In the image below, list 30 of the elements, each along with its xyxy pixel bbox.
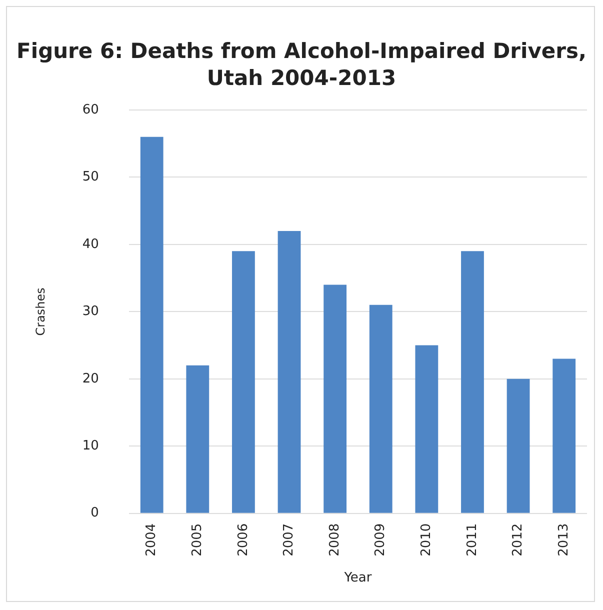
x-tick-label: 2008 bbox=[327, 523, 342, 556]
bar bbox=[552, 358, 576, 513]
x-tick-label: 2012 bbox=[510, 523, 526, 556]
bar bbox=[324, 284, 347, 513]
x-tick-label: 2007 bbox=[282, 523, 297, 556]
x-axis-title: Year bbox=[343, 570, 372, 586]
bar bbox=[506, 378, 530, 513]
bar bbox=[415, 345, 438, 513]
y-tick-label: 0 bbox=[90, 506, 99, 521]
y-tick-label: 60 bbox=[82, 102, 99, 118]
x-tick-label: 2004 bbox=[144, 523, 160, 556]
y-tick-label: 10 bbox=[82, 438, 99, 454]
x-tick-label: 2009 bbox=[373, 523, 388, 556]
chart-title: Figure 6: Deaths from Alcohol-Impaired Drivers, Utah 2004-2013 bbox=[16, 38, 588, 92]
bar bbox=[369, 304, 392, 513]
y-tick-label: 20 bbox=[82, 371, 99, 386]
y-tick-label: 50 bbox=[82, 170, 99, 185]
x-tick-label: 2013 bbox=[556, 523, 572, 556]
y-axis-title: Crashes bbox=[33, 288, 48, 336]
y-tick-label: 40 bbox=[82, 236, 99, 252]
bar bbox=[461, 251, 484, 513]
x-tick-label: 2011 bbox=[464, 523, 480, 556]
bar bbox=[232, 251, 255, 513]
x-tick-label: 2010 bbox=[419, 523, 434, 556]
bar bbox=[278, 230, 301, 513]
x-tick-label: 2005 bbox=[190, 523, 206, 556]
y-tick-label: 30 bbox=[82, 304, 99, 320]
x-tick-label: 2006 bbox=[236, 523, 251, 556]
bar bbox=[186, 365, 210, 513]
bar bbox=[140, 136, 164, 513]
